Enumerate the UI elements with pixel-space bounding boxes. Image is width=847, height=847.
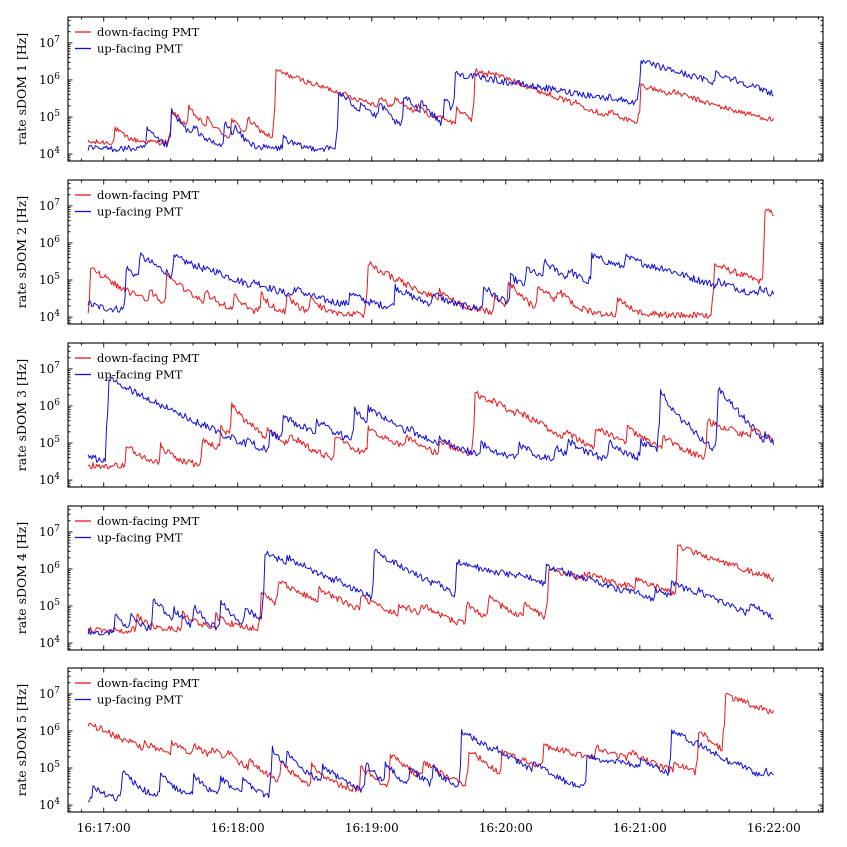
y-tick-label: 104 <box>39 797 60 812</box>
x-tick-label: 16:19:00 <box>345 821 399 835</box>
y-axis-label: rate sDOM 3 [Hz] <box>14 359 29 471</box>
panel-sdom-2: 104 105 106 107 rate sDOM 2 [Hz] down-facing … <box>14 179 824 325</box>
y-tick-label: 107 <box>39 198 60 213</box>
y-tick-label: 106 <box>39 723 60 738</box>
y-axis-label: rate sDOM 4 [Hz] <box>14 522 29 634</box>
panels: 104 105 106 107 rate sDOM 1 [Hz] down-facing … <box>14 16 824 813</box>
y-axis-label: rate sDOM 5 [Hz] <box>14 684 29 796</box>
y-tick-label: 105 <box>39 109 60 124</box>
y-tick-label: 107 <box>39 524 60 539</box>
panel-sdom-5: 104 105 106 107 rate sDOM 5 [Hz] down-facing … <box>14 667 824 813</box>
down-facing-series-sdom-2 <box>87 208 774 319</box>
legend-entry-up: up-facing PMT <box>97 205 183 219</box>
legend-entry-up: up-facing PMT <box>97 693 183 707</box>
panel-sdom-1: 104 105 106 107 rate sDOM 1 [Hz] down-facing … <box>14 16 824 162</box>
y-tick-label: 107 <box>39 35 60 50</box>
y-tick-label: 105 <box>39 272 60 287</box>
y-tick-label: 106 <box>39 235 60 250</box>
x-tick-label: 16:22:00 <box>747 821 801 835</box>
down-facing-series-sdom-4 <box>87 544 775 634</box>
legend-entry-down: down-facing PMT <box>97 188 200 202</box>
up-facing-series-sdom-5 <box>87 729 774 803</box>
axes-frame-sdom-2 <box>67 179 824 325</box>
y-tick-label: 107 <box>39 361 60 376</box>
up-facing-series-sdom-2 <box>87 252 775 313</box>
x-tick-label: 16:18:00 <box>211 821 265 835</box>
panel-sdom-4: 104 105 106 107 rate sDOM 4 [Hz] down-facing … <box>14 505 824 651</box>
up-facing-series-sdom-1 <box>87 59 774 153</box>
shared-x-axis: 16:17:00 16:18:00 16:19:00 16:20:00 16:21:00… <box>77 821 801 835</box>
x-tick-label: 16:17:00 <box>77 821 131 835</box>
down-facing-series-sdom-1 <box>87 68 775 146</box>
x-tick-label: 16:21:00 <box>613 821 667 835</box>
down-facing-series-sdom-5 <box>87 692 775 793</box>
y-tick-label: 107 <box>39 686 60 701</box>
y-axis-label: rate sDOM 1 [Hz] <box>14 33 29 145</box>
up-facing-series-sdom-4 <box>87 549 774 636</box>
y-tick-label: 106 <box>39 561 60 576</box>
axes-frame-sdom-1 <box>67 16 824 162</box>
up-facing-series-sdom-3 <box>87 376 775 463</box>
axes-frame-sdom-3 <box>67 342 824 488</box>
legend-entry-down: down-facing PMT <box>97 351 200 365</box>
y-tick-label: 105 <box>39 760 60 775</box>
legend-entry-down: down-facing PMT <box>97 25 200 39</box>
legend-entry-down: down-facing PMT <box>97 514 200 528</box>
axes-frame-sdom-5 <box>67 667 824 813</box>
y-tick-label: 104 <box>39 635 60 650</box>
y-axis-label: rate sDOM 2 [Hz] <box>14 196 29 308</box>
y-tick-label: 106 <box>39 72 60 87</box>
axes-frame-sdom-4 <box>67 505 824 651</box>
y-tick-label: 104 <box>39 146 60 161</box>
y-tick-label: 106 <box>39 398 60 413</box>
y-tick-label: 105 <box>39 435 60 450</box>
y-tick-label: 104 <box>39 309 60 324</box>
legend-entry-up: up-facing PMT <box>97 531 183 545</box>
legend-entry-down: down-facing PMT <box>97 676 200 690</box>
y-tick-label: 105 <box>39 598 60 613</box>
legend-entry-up: up-facing PMT <box>97 42 183 56</box>
down-facing-series-sdom-3 <box>88 391 775 470</box>
x-tick-label: 16:20:00 <box>479 821 533 835</box>
y-tick-label: 104 <box>39 472 60 487</box>
panel-sdom-3: 104 105 106 107 rate sDOM 3 [Hz] down-facing … <box>14 342 824 488</box>
legend-entry-up: up-facing PMT <box>97 368 183 382</box>
